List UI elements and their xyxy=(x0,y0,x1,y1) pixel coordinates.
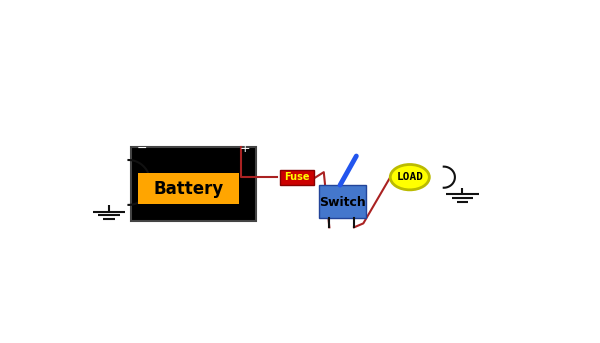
Text: Fuse: Fuse xyxy=(284,173,310,182)
FancyBboxPatch shape xyxy=(280,170,314,185)
Ellipse shape xyxy=(390,165,430,190)
FancyBboxPatch shape xyxy=(319,185,365,218)
Text: Switch: Switch xyxy=(319,197,366,210)
FancyBboxPatch shape xyxy=(131,147,256,221)
Text: −: − xyxy=(137,142,148,155)
Text: LOAD: LOAD xyxy=(397,172,424,182)
Text: +: + xyxy=(239,142,250,155)
FancyBboxPatch shape xyxy=(139,174,239,204)
Text: Battery: Battery xyxy=(154,180,224,198)
